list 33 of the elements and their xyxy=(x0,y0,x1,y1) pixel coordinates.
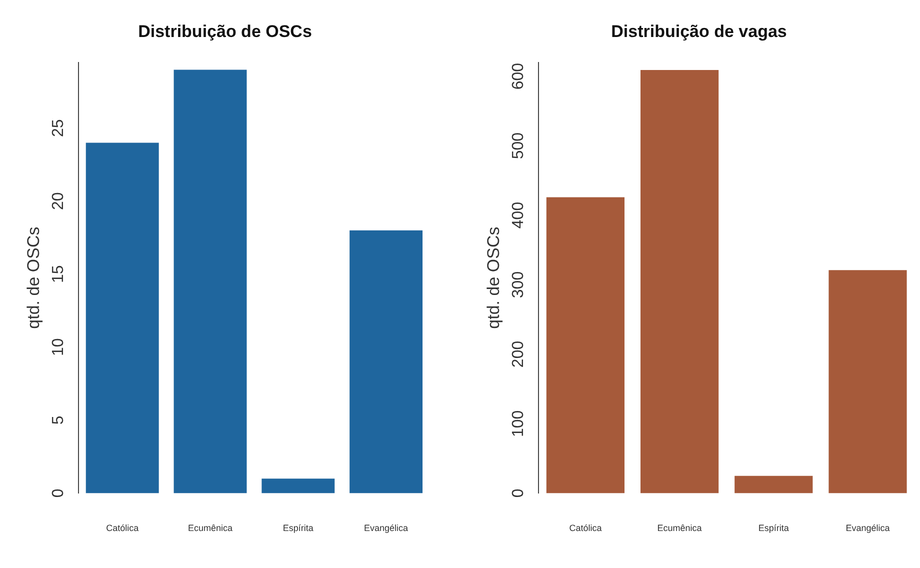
y-tick-label: 200 xyxy=(510,340,527,368)
bar xyxy=(828,270,907,494)
y-axis-title: qtd. de OSCs xyxy=(24,226,43,329)
x-tick-label: Espírita xyxy=(282,523,314,534)
x-tick-label: Ecumênica xyxy=(188,523,233,534)
y-tick-label: 15 xyxy=(50,265,67,284)
y-tick-label: 500 xyxy=(510,132,527,160)
bar xyxy=(640,70,719,494)
y-tick-label: 300 xyxy=(510,271,527,298)
y-tick-label: 600 xyxy=(510,62,527,90)
x-tick-label: Evangélica xyxy=(846,523,890,534)
y-tick-label: 0 xyxy=(50,488,67,498)
y-tick-label: 10 xyxy=(50,338,67,356)
x-tick-label: Ecumênica xyxy=(657,523,702,534)
bar xyxy=(262,478,335,494)
bar xyxy=(546,197,624,494)
y-axis-title: qtd. de OSCs xyxy=(484,226,503,329)
y-tick-label: 0 xyxy=(510,488,527,498)
x-tick-label: Espírita xyxy=(758,523,789,534)
bar xyxy=(86,142,159,494)
y-tick-label: 100 xyxy=(510,410,527,438)
x-tick-label: Católica xyxy=(106,523,139,534)
bar xyxy=(350,230,423,494)
chart-title: Distribuição de OSCs xyxy=(138,22,312,41)
y-tick-label: 25 xyxy=(50,119,67,138)
bar xyxy=(734,476,813,494)
y-tick-label: 5 xyxy=(50,416,67,425)
x-tick-label: Católica xyxy=(569,523,602,534)
chart-title: Distribuição de vagas xyxy=(611,22,787,41)
y-tick-label: 20 xyxy=(50,192,67,210)
x-tick-label: Evangélica xyxy=(364,523,408,534)
y-tick-label: 400 xyxy=(510,202,527,229)
bar xyxy=(174,70,247,494)
